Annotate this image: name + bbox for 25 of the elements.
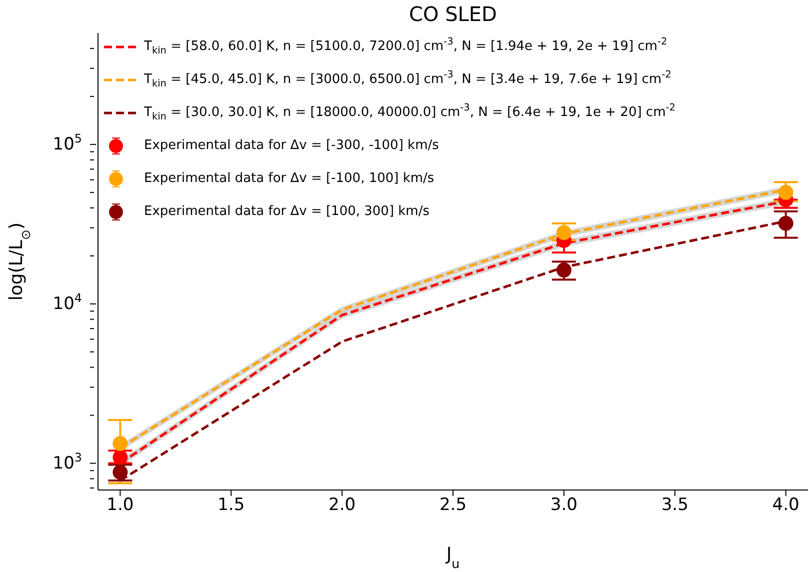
x-tick-label: 1.0 — [106, 495, 134, 516]
legend-label: Experimental data for Δv = [-300, -100] km/s — [144, 138, 439, 153]
y-tick-label: 10$^{5}$ — [52, 131, 82, 154]
x-tick-label: 2.5 — [439, 495, 467, 516]
chart-title: CO SLED — [409, 2, 497, 26]
point — [112, 436, 128, 452]
legend-label: T$_{kin}$ = [30.0, 30.0] K, n = [18000.0, 40000.0] cm$^{-3}$, N = [6.4e + 19, 1e + 20] cm$^{-2}$ — [144, 102, 676, 123]
y-tick-label: 10$^{4}$ — [52, 290, 82, 314]
point — [556, 262, 572, 278]
legend-label: Experimental data for Δv = [100, 300] km/s — [144, 204, 430, 219]
legend-label: T$_{kin}$ = [45.0, 45.0] K, n = [3000.0, 6500.0] cm$^{-3}$, N = [3.4e + 19, 7.6e + 19] cm$^{-2}$ — [144, 70, 672, 90]
x-axis-title: J$_{u}$ — [445, 544, 460, 570]
x-tick-label: 2.0 — [328, 495, 356, 516]
legend-label: Experimental data for Δv = [-100, 100] km/s — [144, 171, 434, 186]
point — [778, 184, 794, 200]
x-tick-label: 4.0 — [772, 495, 800, 516]
point — [556, 225, 572, 240]
y-tick-label: 10$^{3}$ — [52, 450, 82, 474]
point — [112, 450, 128, 465]
x-tick-label: 1.5 — [218, 495, 245, 516]
point — [778, 216, 794, 231]
point — [112, 464, 128, 480]
x-tick-label: 3.5 — [661, 495, 688, 516]
legend-label: T$_{kin}$ = [58.0, 60.0] K, n = [5100.0, 7200.0] cm$^{-3}$, N = [1.94e + 19, 2e + 19] cm$^{-2}$ — [144, 36, 668, 57]
x-tick-label: 3.0 — [550, 495, 578, 516]
